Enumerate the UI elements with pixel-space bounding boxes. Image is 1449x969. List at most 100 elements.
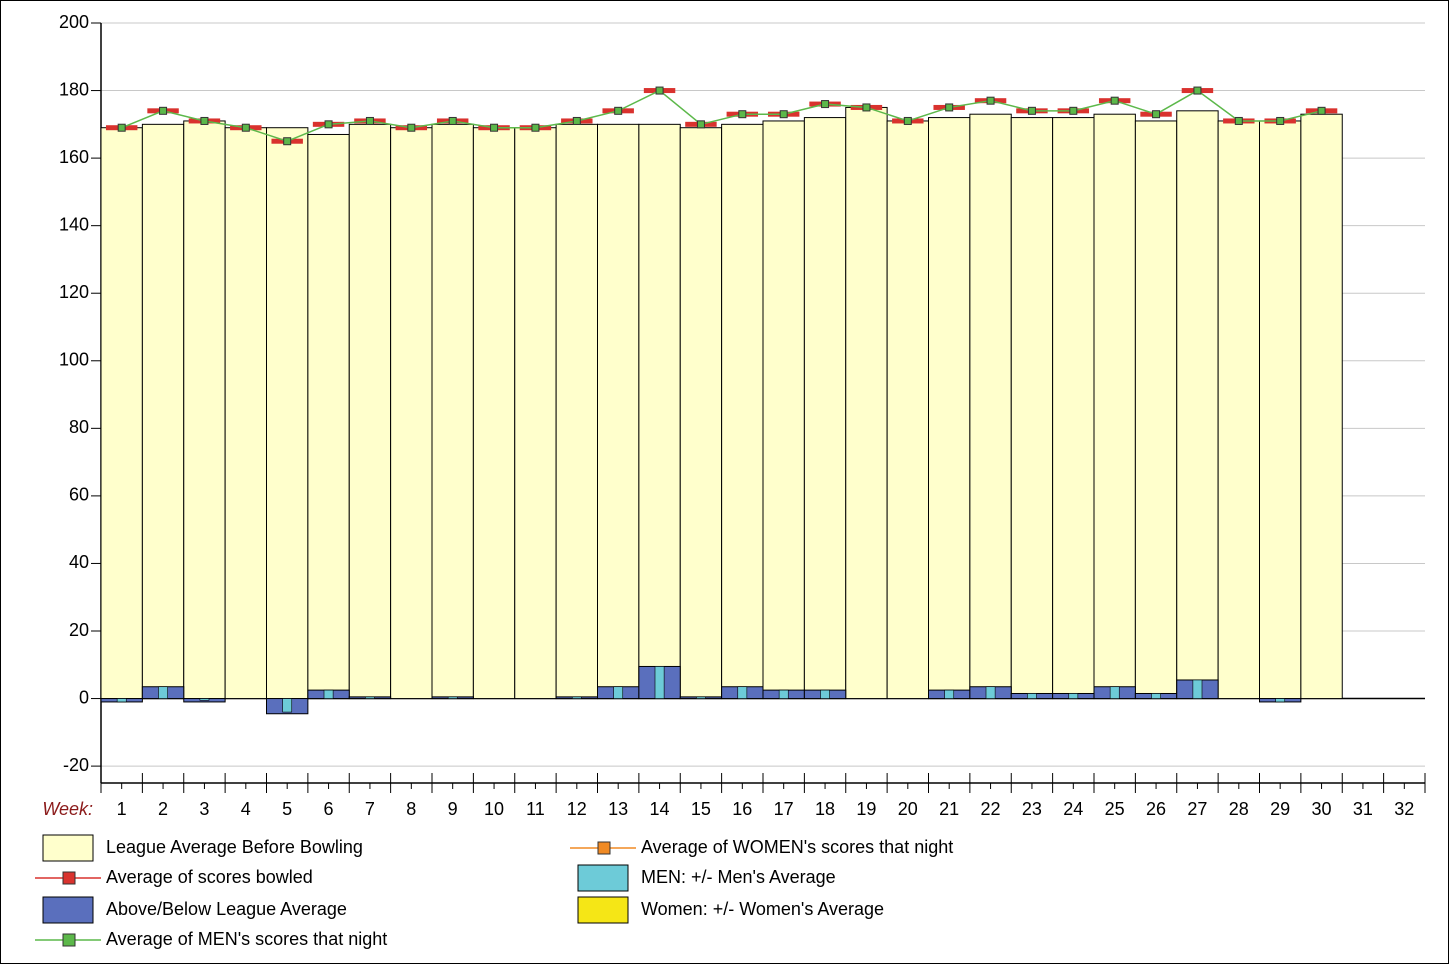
line-marker xyxy=(572,116,581,125)
legend-label: Average of WOMEN's scores that night xyxy=(641,837,953,857)
bar xyxy=(1134,120,1178,700)
x-tick-label: 3 xyxy=(199,799,209,819)
bar xyxy=(266,127,309,700)
legend-swatch xyxy=(577,896,629,924)
x-tick-label: 11 xyxy=(526,799,545,819)
x-tick-label: 6 xyxy=(324,799,334,819)
line-marker xyxy=(117,123,126,132)
line-marker xyxy=(738,110,747,119)
legend-label: MEN: +/- Men's Average xyxy=(641,867,836,887)
bar xyxy=(141,123,185,700)
y-tick-label: 160 xyxy=(59,147,89,167)
line-marker xyxy=(531,123,540,132)
narrow-bar xyxy=(571,696,582,699)
line xyxy=(121,89,1322,143)
narrow-bar xyxy=(696,696,706,699)
line-marker xyxy=(862,103,871,112)
legend-swatch xyxy=(42,896,94,924)
bar xyxy=(307,133,350,700)
line-marker xyxy=(1193,86,1202,95)
x-tick-label: 14 xyxy=(650,799,670,819)
line-marker xyxy=(1276,116,1285,125)
x-tick-label: 13 xyxy=(608,799,628,819)
line-marker xyxy=(407,123,416,132)
y-tick-label: 60 xyxy=(69,485,89,505)
line-marker xyxy=(655,86,664,95)
legend-label: Above/Below League Average xyxy=(106,899,347,919)
x-tick-label: 7 xyxy=(365,799,375,819)
legend-swatch xyxy=(42,834,94,862)
legend-label: League Average Before Bowling xyxy=(106,837,363,857)
legend-label: Average of scores bowled xyxy=(106,867,313,887)
x-tick-label: 21 xyxy=(939,799,959,819)
y-tick-label: 100 xyxy=(59,350,89,370)
line-marker xyxy=(490,123,499,132)
bar xyxy=(679,127,723,700)
bar xyxy=(597,123,640,700)
narrow-bar xyxy=(158,686,168,699)
line-marker xyxy=(1027,106,1036,115)
narrow-bar xyxy=(778,689,789,699)
y-tick-label: 120 xyxy=(59,282,89,302)
x-tick-label: 27 xyxy=(1187,799,1207,819)
bar xyxy=(803,117,847,700)
narrow-bar xyxy=(116,698,127,703)
narrow-bar xyxy=(1192,679,1203,699)
x-tick-label: 25 xyxy=(1105,799,1125,819)
x-tick-label: 22 xyxy=(981,799,1001,819)
bar xyxy=(431,123,474,700)
narrow-bar xyxy=(323,689,334,699)
bar xyxy=(1259,120,1302,700)
line-marker xyxy=(1069,106,1078,115)
x-tick-label: 17 xyxy=(774,799,794,819)
line-marker xyxy=(779,110,788,119)
y-tick-label: 180 xyxy=(59,79,89,99)
narrow-bar xyxy=(654,666,665,699)
x-tick-label: 16 xyxy=(732,799,752,819)
bar xyxy=(886,120,929,700)
bar xyxy=(928,117,971,700)
bar xyxy=(224,127,267,700)
narrow-bar xyxy=(1109,686,1120,699)
line-marker xyxy=(945,103,954,112)
narrow-bar xyxy=(820,689,830,699)
bar xyxy=(348,123,392,700)
narrow-bar xyxy=(447,696,458,699)
x-tick-label: 19 xyxy=(856,799,876,819)
x-tick-label: 1 xyxy=(117,799,127,819)
bar xyxy=(1010,117,1054,700)
line-marker xyxy=(365,116,374,125)
x-tick-label: 4 xyxy=(241,799,251,819)
y-tick-label: -20 xyxy=(63,755,89,775)
narrow-bar xyxy=(1151,693,1161,699)
bar xyxy=(845,106,888,700)
y-tick-label: 80 xyxy=(69,417,89,437)
x-tick-label: 31 xyxy=(1353,799,1373,819)
x-tick-label: 8 xyxy=(406,799,416,819)
bar xyxy=(969,113,1012,700)
bar xyxy=(1052,117,1095,700)
bar xyxy=(721,123,764,700)
bar xyxy=(762,120,805,700)
narrow-bar xyxy=(1275,698,1286,703)
x-tick-label: 9 xyxy=(448,799,458,819)
line-marker xyxy=(241,123,250,132)
narrow-bar xyxy=(737,686,748,699)
x-tick-label: 28 xyxy=(1229,799,1249,819)
narrow-bar xyxy=(1027,693,1037,699)
line-marker xyxy=(614,106,623,115)
legend-label: Women: +/- Women's Average xyxy=(641,899,884,919)
narrow-bar xyxy=(365,696,375,699)
x-tick-label: 32 xyxy=(1394,799,1414,819)
narrow-bar xyxy=(1068,693,1079,699)
line-marker xyxy=(821,100,830,109)
line-marker xyxy=(903,116,912,125)
bar xyxy=(1176,110,1219,700)
x-tick-label: 15 xyxy=(691,799,711,819)
line-marker xyxy=(1152,110,1161,119)
bar xyxy=(1093,113,1136,700)
narrow-bar xyxy=(282,698,293,713)
x-tick-label: 23 xyxy=(1022,799,1042,819)
line-marker xyxy=(200,116,209,125)
